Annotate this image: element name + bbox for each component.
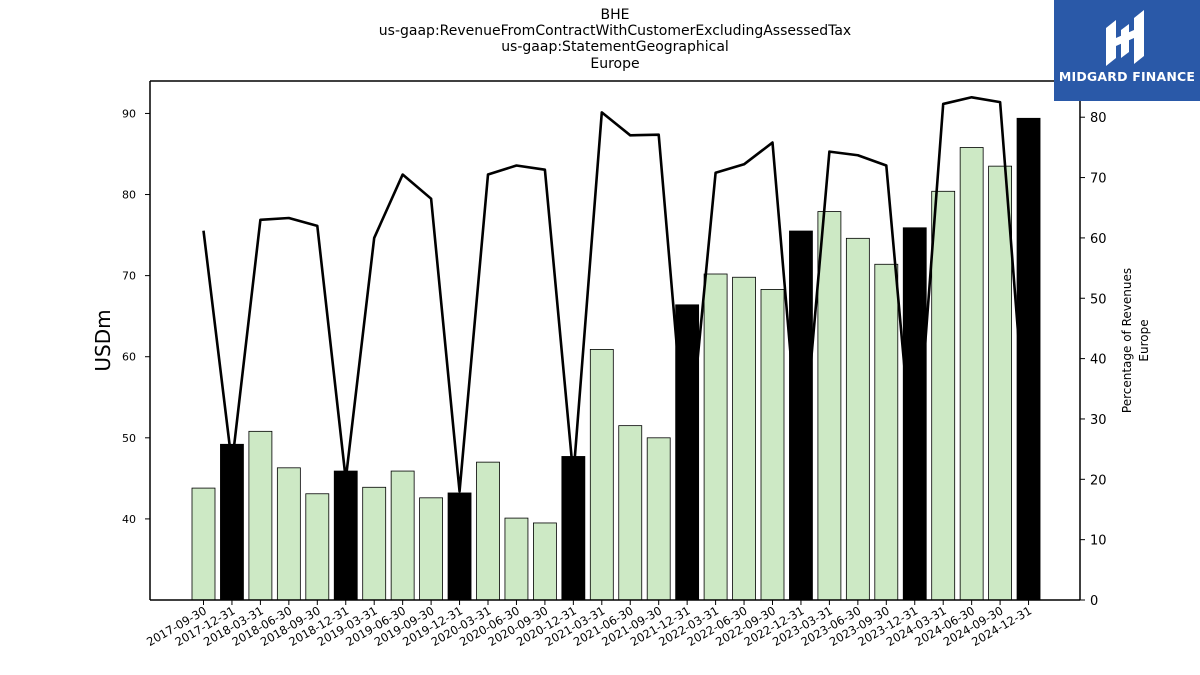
midgard-logo-icon bbox=[1106, 10, 1144, 66]
logo-text: MIDGARD FINANCE bbox=[1058, 69, 1196, 84]
chart-subtitle-2: us-gaap:StatementGeographical bbox=[501, 39, 729, 55]
chart-subtitle-3: Europe bbox=[590, 56, 640, 72]
bar bbox=[845, 237, 870, 601]
bar bbox=[789, 230, 813, 601]
bar bbox=[760, 289, 785, 601]
bar bbox=[931, 190, 956, 601]
y-tick-label: 90 bbox=[122, 107, 136, 120]
bar bbox=[390, 470, 415, 601]
bar bbox=[703, 273, 728, 601]
bar bbox=[220, 443, 244, 601]
y-axis-label: USDm bbox=[91, 309, 115, 371]
y-tick-label: 70 bbox=[122, 270, 136, 283]
y2-axis-label: Europe bbox=[1137, 319, 1151, 361]
bar bbox=[589, 349, 614, 601]
y2-tick-label: 10 bbox=[1090, 534, 1107, 549]
y-tick-label: 50 bbox=[122, 432, 136, 445]
bar bbox=[646, 437, 671, 601]
bar bbox=[817, 211, 842, 601]
bar bbox=[476, 461, 500, 601]
y2-tick-label: 40 bbox=[1090, 353, 1107, 368]
y2-tick-label: 70 bbox=[1090, 172, 1107, 187]
y2-tick-label: 20 bbox=[1090, 473, 1107, 488]
bar bbox=[561, 456, 586, 601]
bar bbox=[248, 430, 273, 601]
y2-axis-label: Percentage of Revenues bbox=[1120, 268, 1134, 413]
y-tick-label: 60 bbox=[122, 351, 136, 364]
chart-subtitle-1: us-gaap:RevenueFromContractWithCustomerE… bbox=[378, 23, 852, 39]
bar bbox=[504, 517, 529, 601]
y-tick-label: 40 bbox=[122, 513, 136, 526]
series-line bbox=[202, 95, 1030, 493]
y2-tick-label: 80 bbox=[1090, 111, 1107, 126]
chart-title: BHE bbox=[600, 7, 630, 23]
bar bbox=[902, 227, 927, 601]
bar bbox=[276, 467, 301, 601]
bar bbox=[618, 425, 643, 601]
bar bbox=[988, 165, 1012, 601]
y-tick-label: 80 bbox=[122, 189, 136, 202]
y2-tick-label: 60 bbox=[1090, 232, 1107, 247]
bar bbox=[447, 492, 472, 601]
bar bbox=[874, 263, 899, 601]
bar bbox=[362, 486, 387, 601]
bar bbox=[333, 470, 358, 601]
bar bbox=[419, 497, 444, 601]
bar bbox=[533, 522, 557, 601]
bar bbox=[191, 487, 216, 601]
bar bbox=[305, 493, 330, 601]
y2-tick-label: 50 bbox=[1090, 292, 1107, 307]
y2-tick-label: 0 bbox=[1090, 594, 1098, 609]
bar bbox=[959, 147, 984, 601]
bar bbox=[732, 276, 756, 601]
y2-tick-label: 30 bbox=[1090, 413, 1107, 428]
logo: MIDGARD FINANCE bbox=[1054, 0, 1200, 101]
